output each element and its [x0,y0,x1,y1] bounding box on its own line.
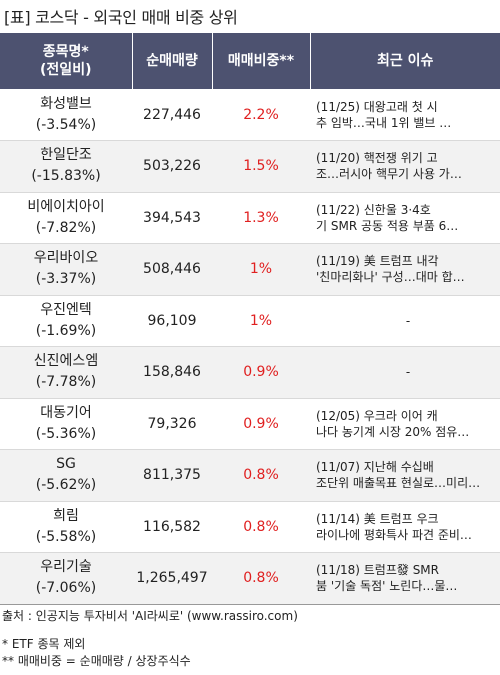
stock-name-cell: 우리바이오 (-3.37%) [0,243,132,296]
recent-issue-cell: (11/22) 신한울 3·4호 기 SMR 공동 적용 부품 6… [310,192,500,244]
recent-issue-cell: - [310,295,500,347]
stock-name-cell: 우리기술 (-7.06%) [0,552,132,605]
net-volume-cell: 503,226 [132,140,212,193]
source-note: 출처 : 인공지능 투자비서 'AI라씨로' (www.rassiro.com) [2,609,298,623]
recent-issue-cell: (11/18) 트럼프發 SMR 붐 '기술 독점' 노린다…물… [310,552,500,605]
stock-name: 한일단조 [40,147,92,164]
table-row: 대동기어 (-5.36%) 79,326 0.9% (12/05) 우크라 이어 캐 나… [0,398,500,450]
header-ratio: 매매비중** [212,33,311,89]
stock-change: (-5.62%) [35,477,97,494]
stock-name: 우리기술 [40,559,92,576]
stock-name-cell: 화성밸브 (-3.54%) [0,89,132,141]
table-row: 비에이치아이 (-7.82%) 394,543 1.3% (11/22) 신한울 3·4… [0,192,500,244]
net-volume-cell: 508,446 [132,243,212,296]
table-header-row: 종목명* (전일비) 순매매량 매매비중** 최근 이슈 [0,33,500,89]
stock-change: (-7.82%) [35,219,97,236]
net-volume-cell: 394,543 [132,192,212,244]
stock-name-cell: 한일단조 (-15.83%) [0,140,132,193]
table-row: 우리바이오 (-3.37%) 508,446 1% (11/19) 美 트럼프 내각 '… [0,243,500,296]
stock-name: 신진에스엠 [33,353,99,370]
stock-name-cell: 대동기어 (-5.36%) [0,398,132,450]
net-volume-cell: 79,326 [132,398,212,450]
recent-issue-cell: (11/19) 美 트럼프 내각 '친마리화나' 구성…대마 합… [310,243,500,296]
header-name: 종목명* (전일비) [0,33,133,89]
stock-name: SG [56,456,76,473]
net-volume-cell: 811,375 [132,449,212,502]
net-volume-cell: 1,265,497 [132,552,212,605]
trade-ratio-cell: 0.9% [212,346,310,399]
stock-name-cell: 신진에스엠 (-7.78%) [0,346,132,399]
trade-ratio-cell: 0.9% [212,398,310,450]
stock-change: (-3.37%) [35,271,97,288]
stock-change: (-5.36%) [35,425,97,442]
stock-name-cell: 우진엔텍 (-1.69%) [0,295,132,347]
trade-ratio-cell: 1.3% [212,192,310,244]
trade-ratio-cell: 1% [212,243,310,296]
stock-name: 대동기어 [40,404,92,421]
stock-name-cell: 비에이치아이 (-7.82%) [0,192,132,244]
recent-issue-cell: (11/20) 핵전쟁 위기 고 조…러시아 핵무기 사용 가… [310,140,500,193]
stock-name-cell: SG (-5.62%) [0,449,132,502]
net-volume-cell: 158,846 [132,346,212,399]
trade-ratio-cell: 0.8% [212,449,310,502]
stock-change: (-7.78%) [35,374,97,391]
stock-change: (-7.06%) [35,580,97,597]
table-row: SG (-5.62%) 811,375 0.8% (11/07) 지난해 수십배 조단위… [0,449,500,502]
table-row: 우리기술 (-7.06%) 1,265,497 0.8% (11/18) 트럼프發 SM… [0,552,500,605]
stock-name: 비에이치아이 [27,198,105,215]
trade-ratio-cell: 0.8% [212,501,310,553]
net-volume-cell: 116,582 [132,501,212,553]
header-issue: 최근 이슈 [310,33,500,89]
ratio-formula-note: ** 매매비중 = 순매매량 / 상장주식수 [2,654,191,668]
stock-name: 우진엔텍 [40,301,92,318]
table-row: 한일단조 (-15.83%) 503,226 1.5% (11/20) 핵전쟁 위기 고… [0,140,500,193]
header-volume: 순매매량 [132,33,213,89]
stock-name: 화성밸브 [40,95,92,112]
recent-issue-cell: (12/05) 우크라 이어 캐 나다 농기계 시장 20% 점유… [310,398,500,450]
trade-ratio-cell: 2.2% [212,89,310,141]
stock-name: 우리바이오 [33,250,99,267]
stock-change: (-1.69%) [35,322,97,339]
stock-name-cell: 희림 (-5.58%) [0,501,132,553]
foreign-trading-table: 종목명* (전일비) 순매매량 매매비중** 최근 이슈 화성밸브 (-3.54%… [0,33,500,605]
net-volume-cell: 96,109 [132,295,212,347]
table-row: 신진에스엠 (-7.78%) 158,846 0.9% - [0,346,500,399]
recent-issue-cell: (11/25) 대왕고래 첫 시 추 임박…국내 1위 밸브 … [310,89,500,141]
recent-issue-cell: (11/14) 美 트럼프 우크 라이나에 평화특사 파견 준비… [310,501,500,553]
recent-issue-cell: (11/07) 지난해 수십배 조단위 매출목표 현실로…미리… [310,449,500,502]
etf-note: * ETF 종목 제외 [2,637,86,651]
trade-ratio-cell: 1% [212,295,310,347]
stock-name: 희림 [53,507,79,524]
stock-change: (-5.58%) [35,528,97,545]
stock-change: (-15.83%) [31,168,101,185]
stock-change: (-3.54%) [35,116,97,133]
table-row: 희림 (-5.58%) 116,582 0.8% (11/14) 美 트럼프 우크 라이… [0,501,500,553]
page-title: [표] 코스닥 - 외국인 매매 비중 상위 [4,8,238,27]
net-volume-cell: 227,446 [132,89,212,141]
trade-ratio-cell: 0.8% [212,552,310,605]
table-row: 화성밸브 (-3.54%) 227,446 2.2% (11/25) 대왕고래 첫 시 … [0,89,500,141]
trade-ratio-cell: 1.5% [212,140,310,193]
recent-issue-cell: - [310,346,500,399]
table-row: 우진엔텍 (-1.69%) 96,109 1% - [0,295,500,347]
